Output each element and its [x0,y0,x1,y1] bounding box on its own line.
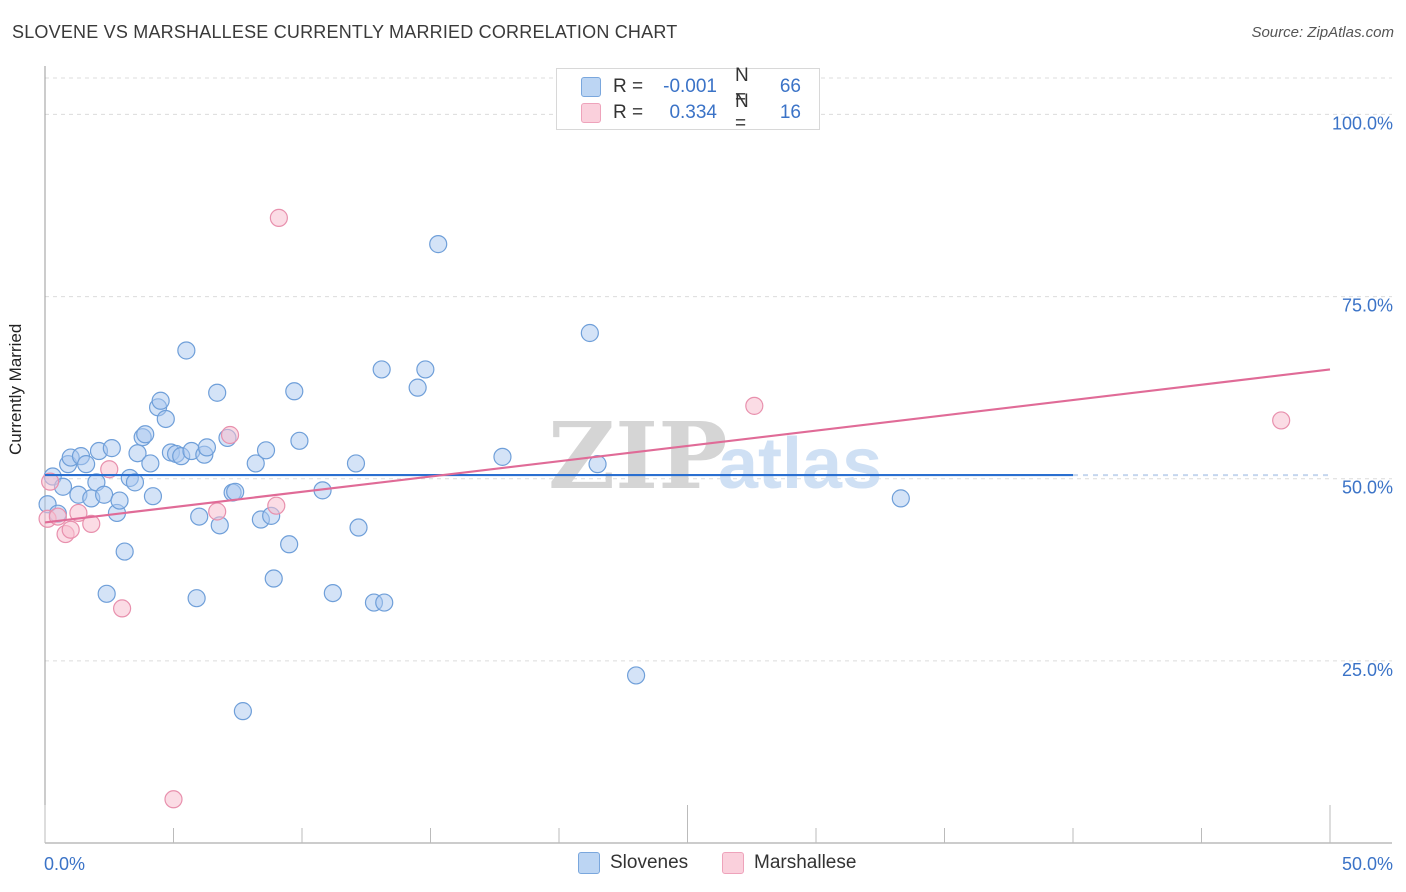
slovenes-point [187,589,206,608]
slovenes-point [190,507,209,526]
slovenes-point [280,535,299,554]
n-label: N = [735,91,749,134]
slovenes-point [156,409,175,429]
slovenes-point [102,439,121,458]
marshallese-point [1272,411,1291,430]
slovenes-point [416,360,435,379]
x-tick-label: 0.0% [44,854,85,874]
y-axis-label: Currently Married [6,323,25,455]
slovenes-point [128,444,147,463]
x-tick-label: 50.0% [1342,854,1393,874]
y-tick-label: 100.0% [1332,113,1393,133]
grid-lines [45,77,1392,662]
watermark: ZIP atlas [548,402,882,510]
slovenes-point [626,666,646,685]
marshallese-point [100,460,119,479]
legend-item-slovenes[interactable]: Slovenes [578,852,688,874]
axes [44,66,1392,844]
r-value: 0.334 [669,102,717,123]
chart-title: SLOVENE VS MARSHALLESE CURRENTLY MARRIED… [12,22,678,42]
x-tick-labels: 0.0% 50.0% [44,854,1393,874]
marshallese-swatch [722,852,744,874]
legend-label-slovenes: Slovenes [610,852,689,873]
marshallese-point [61,520,80,539]
r-label: R = [613,102,644,123]
trend-lines [44,368,1331,524]
slovenes-point [151,391,170,410]
marshallese-point [267,496,286,515]
legend-item-marshallese[interactable]: Marshallese [722,852,856,874]
slovenes-point [110,491,129,510]
slovenes-point [226,482,245,501]
slovenes-point [493,447,512,466]
slovenes-point [891,489,910,508]
slovenes-point [346,454,366,473]
source-label: Source: ZipAtlas.com [1251,24,1394,41]
slovenes-point [197,438,217,457]
n-value: 16 [779,102,801,123]
y-tick-labels: 25.0% 50.0% 75.0% 100.0% [1332,113,1393,679]
n-value: 66 [779,76,801,97]
slovenes-point [285,382,304,401]
legend-label-marshallese: Marshallese [754,852,857,873]
marshallese-trend-line [44,368,1331,524]
marshallese-point [112,599,132,618]
slovenes-point [429,235,448,254]
marshallese-swatch [581,103,601,123]
slovenes-point [143,487,163,506]
marshallese-point [208,502,227,521]
r-value: -0.001 [663,76,717,97]
y-tick-label: 25.0% [1342,660,1393,680]
y-tick-label: 75.0% [1342,296,1393,316]
slovenes-point [177,341,196,360]
marshallese-point [269,208,288,227]
slovenes-point [290,431,309,450]
watermark-atlas: atlas [718,424,882,504]
slovenes-point [136,425,155,444]
slovenes-point [375,593,394,612]
r-label: R = [613,76,644,97]
slovenes-point [141,454,160,473]
slovenes-point [349,518,368,537]
slovenes-point [125,473,145,492]
slovenes-point [580,323,599,343]
slovenes-point [408,378,427,397]
slovenes-swatch [578,852,600,874]
watermark-zip: ZIP [548,402,727,510]
slovenes-point [208,383,227,402]
slovenes-point [77,455,96,474]
slovenes-point [264,569,283,588]
legend-row-slovenes: R = -0.001 N = 66 [581,65,801,108]
slovenes-swatch [581,77,601,97]
marshallese-point [164,790,183,809]
slovenes-point [233,702,252,721]
marshallese-point [745,396,764,415]
marshallese-point [41,472,60,491]
slovenes-point [323,583,342,603]
series-legend: Slovenes Marshallese [0,852,1406,878]
slovenes-point [95,485,114,504]
slovenes-point [256,441,276,460]
marshallese-point [220,425,240,445]
slovenes-point [246,454,265,473]
slovenes-point [372,360,391,379]
correlation-legend: R = -0.001 N = 66 R = 0.334 N = 16 [556,65,820,134]
legend-row-marshallese: R = 0.334 N = 16 [581,91,801,134]
slovenes-point [97,584,116,603]
slovenes-points [38,235,910,721]
marshallese-point [82,514,101,533]
y-tick-label: 50.0% [1342,478,1393,498]
slovenes-point [115,542,134,561]
n-label: N = [735,65,749,108]
